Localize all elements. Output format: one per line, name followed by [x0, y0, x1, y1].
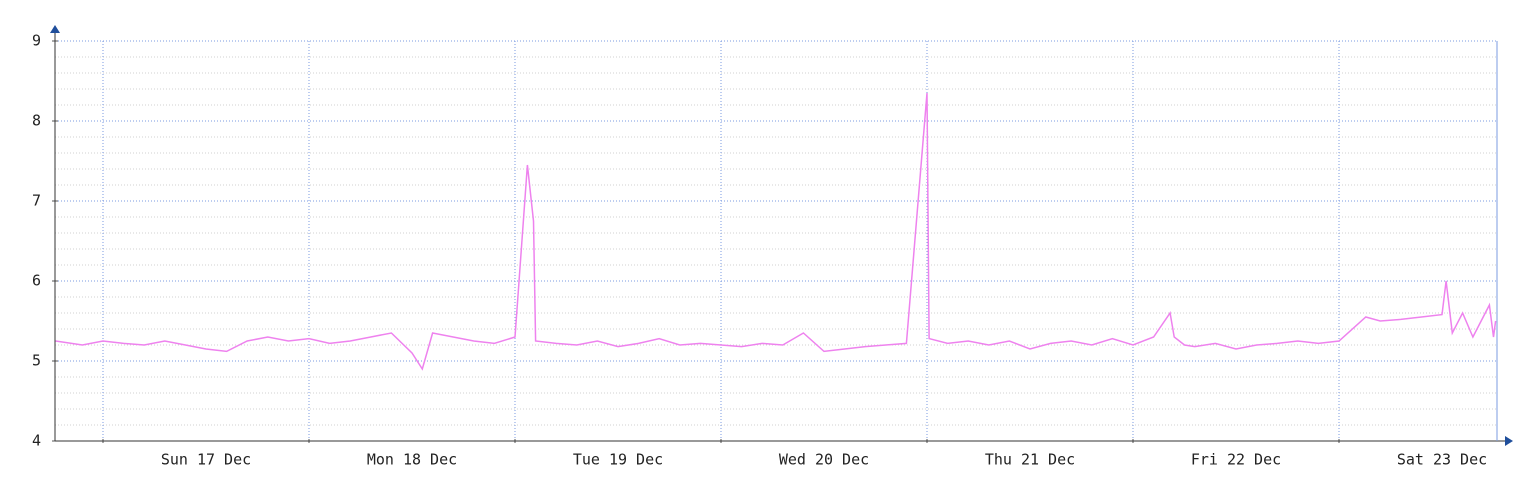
- y-tick-label: 9: [32, 32, 41, 50]
- x-tick-label: Fri 22 Dec: [1191, 451, 1281, 469]
- y-tick-label: 5: [32, 352, 41, 370]
- y-tick-label: 7: [32, 192, 41, 210]
- x-tick-label: Sun 17 Dec: [161, 451, 251, 469]
- x-tick-label: Tue 19 Dec: [573, 451, 663, 469]
- y-tick-label: 6: [32, 272, 41, 290]
- x-tick-label: Thu 21 Dec: [985, 451, 1075, 469]
- y-tick-label: 4: [32, 432, 41, 450]
- y-axis-arrow: [50, 25, 60, 33]
- x-tick-label: Sat 23 Dec: [1397, 451, 1487, 469]
- y-tick-label: 8: [32, 112, 41, 130]
- plot-area: [55, 41, 1497, 441]
- data-line: [55, 92, 1497, 371]
- x-tick-label: Mon 18 Dec: [367, 451, 457, 469]
- x-axis-arrow: [1505, 436, 1513, 446]
- x-tick-label: Wed 20 Dec: [779, 451, 869, 469]
